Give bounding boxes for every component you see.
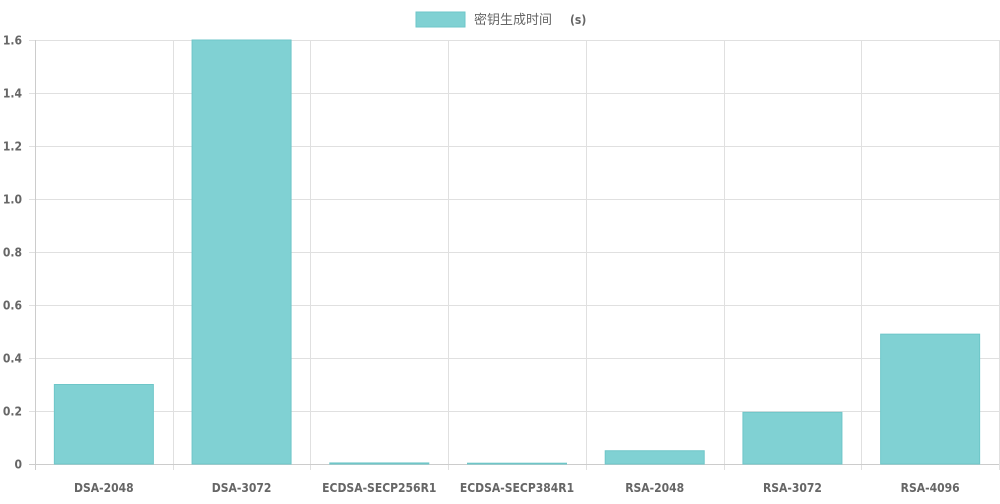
bars [53, 39, 981, 465]
bar-dsa-2048 [53, 384, 154, 465]
legend-label: 密钥生成时间 [474, 12, 552, 28]
x-tick-label: RSA-2048 [625, 481, 684, 495]
legend[interactable]: 密钥生成时间 (s) [415, 11, 586, 28]
axes [29, 40, 999, 470]
bar-rsa-3072 [742, 411, 843, 465]
bar-rsa-2048 [604, 450, 705, 465]
y-tick-label: 0.8 [3, 246, 22, 260]
bar-ecdsa-secp384r1 [467, 462, 567, 465]
y-tick-label: 0.2 [3, 405, 22, 419]
bar-ecdsa-secp256r1 [329, 462, 430, 465]
x-tick-label: ECDSA-SECP384R1 [460, 481, 574, 495]
y-tick-label: 1.2 [3, 140, 22, 154]
x-tick-label: RSA-4096 [901, 481, 960, 495]
x-tick-label: ECDSA-SECP256R1 [322, 481, 436, 495]
y-tick-label: 1.0 [3, 193, 22, 207]
y-tick-label: 0.6 [3, 299, 22, 313]
x-tick-label: RSA-3072 [763, 481, 822, 495]
y-tick-label: 0.4 [3, 352, 23, 366]
legend-unit: (s) [570, 13, 586, 27]
x-tick-label: DSA-3072 [212, 481, 272, 495]
grid [29, 40, 1000, 470]
y-tick-label: 0 [14, 458, 22, 472]
y-tick-label: 1.4 [3, 87, 23, 101]
bar-dsa-3072 [191, 39, 292, 465]
x-axis-ticks: DSA-2048 DSA-3072 ECDSA-SECP256R1 ECDSA-SEC… [74, 481, 960, 495]
y-axis-ticks: 0 0.2 0.4 0.6 0.8 1.0 1.2 1.4 1.6 [3, 34, 23, 472]
bar-rsa-4096 [880, 333, 981, 465]
legend-swatch [415, 11, 466, 28]
x-tick-label: DSA-2048 [74, 481, 134, 495]
y-tick-label: 1.6 [3, 34, 22, 48]
